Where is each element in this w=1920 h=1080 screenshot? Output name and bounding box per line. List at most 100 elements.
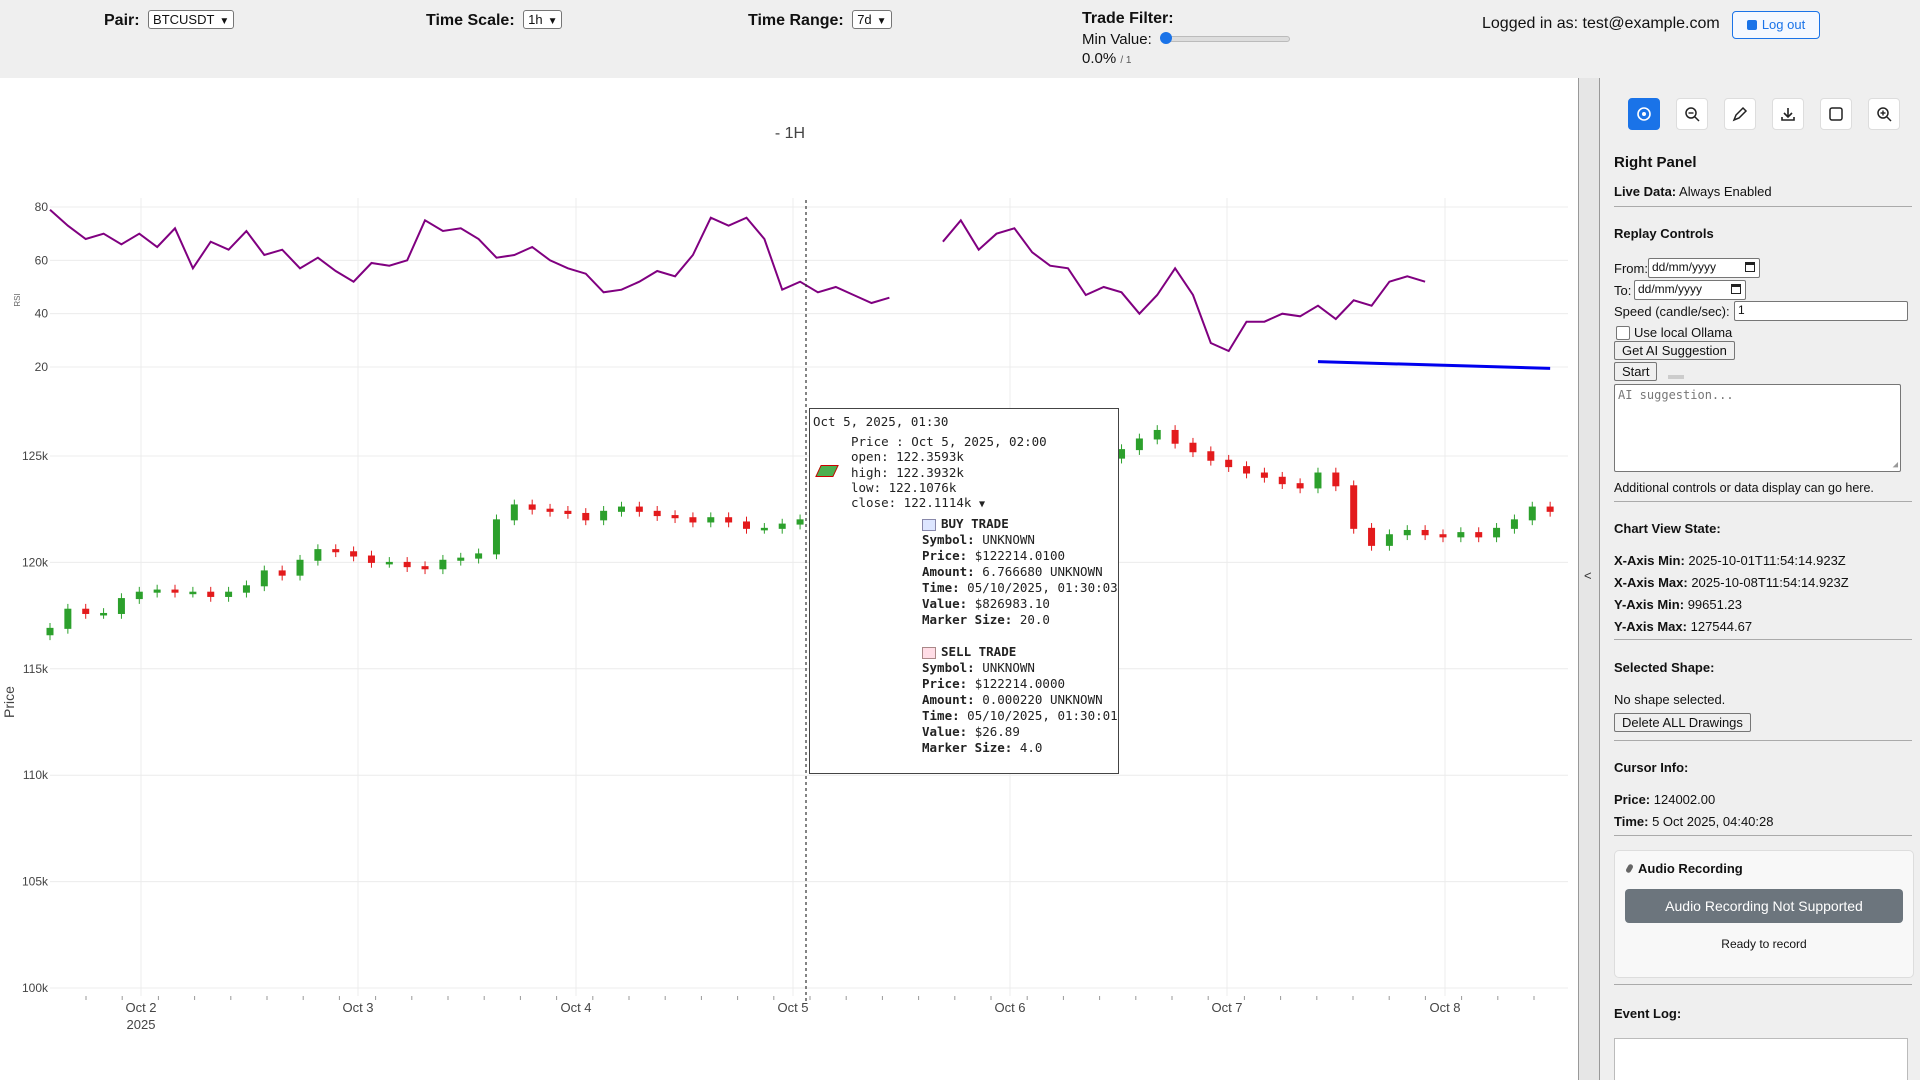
min-value-readout: 0.0% / 1 (1082, 50, 1132, 67)
trade-filter-label: Trade Filter: (1082, 10, 1174, 27)
candle-body (475, 553, 483, 559)
candle-body (171, 589, 179, 593)
x-tick-label: Oct 4 (560, 1000, 591, 1015)
rsi-tick-label: 20 (35, 360, 49, 374)
square-icon (1829, 107, 1843, 121)
tool-rectangle-button[interactable] (1820, 98, 1852, 130)
candle-body (707, 517, 715, 523)
sell-symbol: Symbol: UNKNOWN (922, 660, 1035, 675)
candle-body (1457, 532, 1465, 538)
divider (1614, 740, 1912, 741)
chart-view-title: Chart View State: (1614, 521, 1721, 536)
x-axis-max: X-Axis Max: 2025-10-08T11:54:14.923Z (1614, 575, 1849, 590)
tool-download-button[interactable] (1772, 98, 1804, 130)
candle-body (1528, 506, 1536, 521)
rsi-tick-label: 40 (35, 307, 49, 321)
candle-body (1475, 532, 1483, 538)
tooltip-price-line: Price : Oct 5, 2025, 02:00 (851, 434, 1047, 449)
candle-body (207, 591, 215, 597)
cursor-price: Price: 124002.00 (1614, 792, 1716, 807)
min-value-slider-thumb[interactable] (1160, 32, 1172, 44)
candle-body (1421, 529, 1429, 536)
tooltip-high: high: 122.3932k (851, 465, 964, 480)
get-ai-suggestion-button[interactable]: Get AI Suggestion (1614, 341, 1735, 360)
logout-icon (1746, 20, 1757, 30)
candle-body (457, 557, 465, 561)
candle-body (742, 521, 750, 529)
start-button[interactable]: Start (1614, 362, 1658, 381)
from-date-input[interactable]: dd/mm/yyyy (1648, 258, 1760, 278)
chevron-down-icon: ▼ (219, 16, 230, 27)
candle-body (1135, 438, 1143, 451)
from-label: From: (1614, 261, 1648, 276)
chart-title: - 1H (775, 125, 805, 142)
candle-body (260, 570, 268, 587)
candle-body (296, 559, 304, 576)
hover-tooltip: Oct 5, 2025, 01:30 Price : Oct 5, 2025, … (809, 408, 1119, 774)
candle-body (1368, 527, 1376, 546)
candle-body (278, 570, 286, 576)
price-tick-label: 115k (23, 662, 49, 676)
min-value-of: / 1 (1120, 55, 1132, 66)
candle-body (653, 510, 661, 517)
microphone-icon (1625, 863, 1634, 874)
collapse-arrow-icon[interactable]: < (1584, 568, 1592, 583)
x-tick-label: Oct 8 (1429, 1000, 1460, 1015)
tool-zoom-out-button[interactable] (1676, 98, 1708, 130)
candle-body (1260, 472, 1268, 478)
ai-suggestion-textarea[interactable]: AI suggestion... ◢ (1614, 384, 1901, 472)
sell-amount: Amount: 0.000220 UNKNOWN (922, 692, 1103, 707)
live-data-status: Live Data: Always Enabled (1614, 184, 1772, 199)
event-log-title: Event Log: (1614, 1006, 1682, 1021)
chart-canvas[interactable]: - 1H RSI Price Oct 2 Oct 3 Oct 4 Oct 5 Oct 6… (0, 78, 1578, 1080)
candle-body (135, 591, 143, 600)
candle-body (367, 555, 375, 563)
min-value-slider-track[interactable] (1164, 36, 1290, 42)
event-log-box[interactable] (1614, 1038, 1908, 1080)
tool-pan-button[interactable] (1628, 98, 1660, 130)
x-tick-label: Oct 3 (342, 1000, 373, 1015)
timescale-select[interactable]: 1h ▼ (523, 10, 563, 29)
timerange-select-value: 7d (857, 12, 872, 27)
to-date-input[interactable]: dd/mm/yyyy (1634, 280, 1746, 300)
candle-body (1278, 476, 1286, 485)
candle-body (1243, 466, 1251, 474)
candle-body (314, 549, 322, 561)
audio-recording-button[interactable]: Audio Recording Not Supported (1625, 889, 1903, 923)
sell-value: Value: $26.89 (922, 724, 1020, 739)
timerange-select[interactable]: 7d ▼ (852, 10, 892, 29)
candle-body (1385, 534, 1393, 546)
rsi-tick-label: 80 (35, 200, 49, 214)
cursor-time: Time: 5 Oct 2025, 04:40:28 (1614, 814, 1774, 829)
buy-time: Time: 05/10/2025, 01:30:03 (922, 580, 1118, 595)
tool-draw-button[interactable] (1724, 98, 1756, 130)
candle-body (1153, 429, 1161, 440)
audio-recording-card: Audio Recording Audio Recording Not Supp… (1614, 850, 1914, 978)
ollama-checkbox[interactable] (1616, 326, 1630, 340)
candle-body (117, 598, 125, 614)
candle-body (82, 608, 90, 614)
chevron-down-icon: ▼ (876, 16, 887, 27)
divider (1614, 501, 1912, 502)
panel-splitter[interactable]: < (1578, 78, 1600, 1080)
tooltip-header: Oct 5, 2025, 01:30 (813, 414, 949, 429)
pair-select[interactable]: BTCUSDT ▼ (148, 10, 235, 29)
pair-select-value: BTCUSDT (153, 12, 215, 27)
axis-ticks: Oct 2 Oct 3 Oct 4 Oct 5 Oct 6 Oct 7 Oct 8 80 60 4… (22, 200, 1461, 1015)
cursor-info-title: Cursor Info: (1614, 760, 1689, 775)
replay-title: Replay Controls (1614, 226, 1714, 241)
tool-zoom-in-button[interactable] (1868, 98, 1900, 130)
rsi-tick-label: 60 (35, 253, 49, 267)
divider (1614, 206, 1912, 207)
candle-body (564, 510, 572, 514)
price-chart[interactable]: - 1H RSI Price Oct 2 Oct 3 Oct 4 Oct 5 Oct 6… (0, 78, 1578, 1080)
candle-body (439, 559, 447, 570)
pair-control: Pair: BTCUSDT ▼ (104, 10, 235, 30)
logout-button[interactable]: Log out (1732, 11, 1820, 39)
divider (1614, 984, 1912, 985)
rsi-layer (49, 208, 1426, 353)
candle-body (1118, 449, 1126, 459)
buy-amount: Amount: 6.766680 UNKNOWN (922, 564, 1103, 579)
speed-input[interactable]: 1 (1734, 301, 1908, 321)
delete-all-drawings-button[interactable]: Delete ALL Drawings (1614, 713, 1751, 732)
